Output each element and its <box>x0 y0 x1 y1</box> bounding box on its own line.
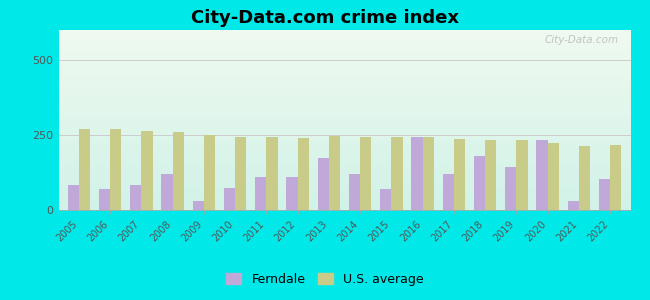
Bar <box>298 138 309 210</box>
Bar <box>255 177 266 210</box>
Bar <box>474 156 485 210</box>
Bar <box>443 174 454 210</box>
Bar <box>173 132 184 210</box>
Bar <box>567 201 579 210</box>
Bar <box>380 189 391 210</box>
Text: City-Data.com crime index: City-Data.com crime index <box>191 9 459 27</box>
Bar <box>192 201 204 210</box>
Bar <box>599 178 610 210</box>
Bar <box>68 184 79 210</box>
Bar <box>266 137 278 210</box>
Bar <box>548 143 559 210</box>
Bar <box>318 158 329 210</box>
Bar <box>349 174 360 210</box>
Bar <box>391 137 402 210</box>
Bar <box>287 177 298 210</box>
Legend: Ferndale, U.S. average: Ferndale, U.S. average <box>222 268 428 291</box>
Bar <box>454 139 465 210</box>
Bar <box>161 174 173 210</box>
Bar <box>360 137 371 210</box>
Text: City-Data.com: City-Data.com <box>545 35 619 45</box>
Bar <box>422 136 434 210</box>
Bar <box>130 184 141 210</box>
Bar <box>505 167 516 210</box>
Bar <box>411 136 422 210</box>
Bar <box>141 130 153 210</box>
Bar <box>536 140 548 210</box>
Bar <box>579 146 590 210</box>
Bar <box>99 189 110 210</box>
Bar <box>610 145 621 210</box>
Bar <box>329 136 340 210</box>
Bar <box>79 129 90 210</box>
Bar <box>485 140 497 210</box>
Bar <box>204 135 215 210</box>
Bar <box>235 137 246 210</box>
Bar <box>110 129 122 210</box>
Bar <box>516 140 528 210</box>
Bar <box>224 188 235 210</box>
